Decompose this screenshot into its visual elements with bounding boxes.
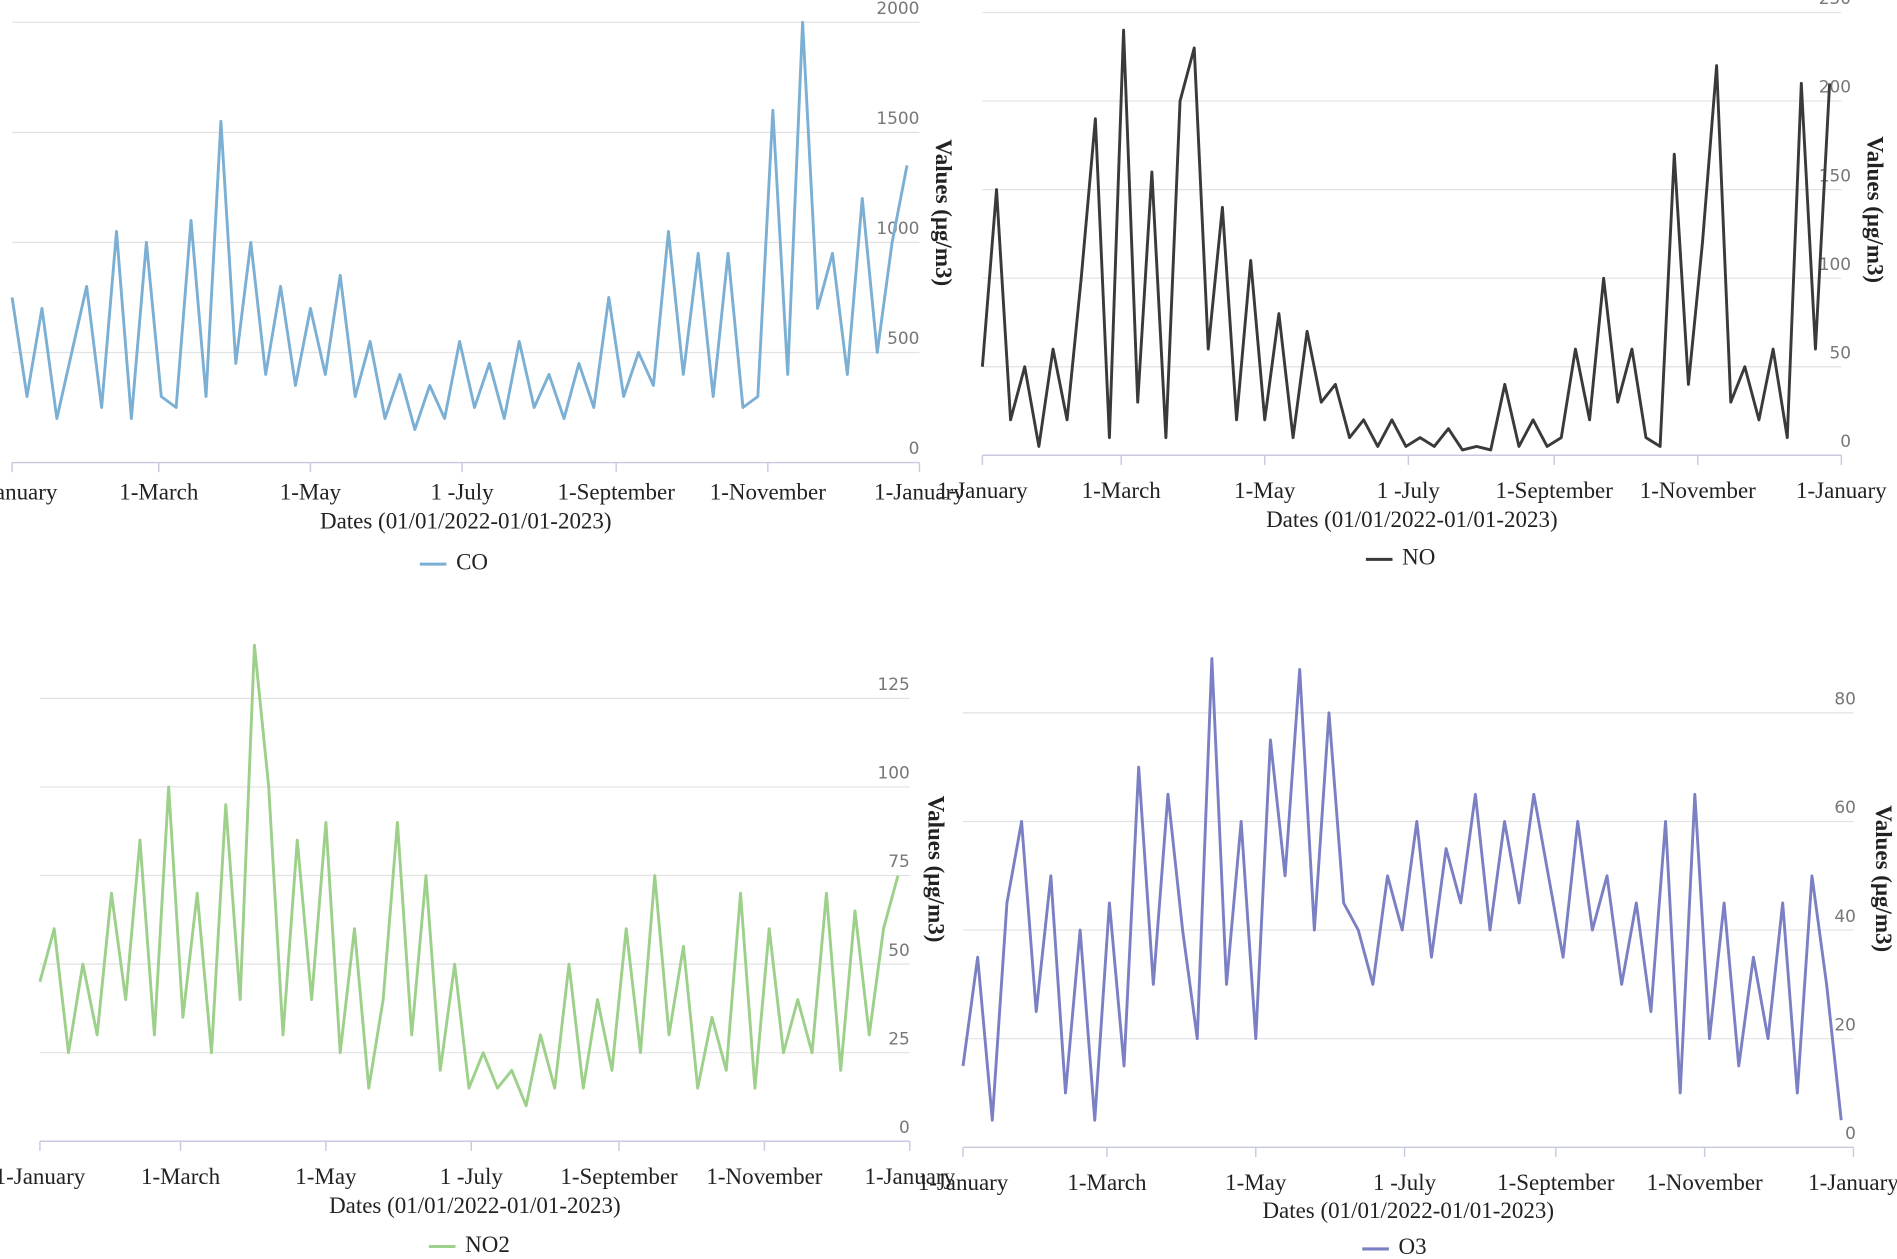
x-tick-label: 1-May xyxy=(1234,478,1296,503)
y-tick-label: 1500 xyxy=(876,108,919,128)
x-tick-label: 1-September xyxy=(560,1164,678,1189)
x-tick-label: 1-January xyxy=(864,1164,955,1189)
x-tick-label: 1-November xyxy=(1647,1170,1763,1195)
x-tick-label: 1-September xyxy=(1496,478,1614,503)
x-axis-label: Dates (01/01/2022-01/01-2023) xyxy=(320,508,612,533)
y-tick-label: 150 xyxy=(1819,165,1851,185)
x-tick-label: 1-March xyxy=(141,1164,221,1189)
y-tick-label: 20 xyxy=(1834,1014,1856,1034)
y-tick-label: 0 xyxy=(1840,431,1851,451)
x-tick-label: 1-March xyxy=(119,479,199,504)
y-tick-label: 60 xyxy=(1834,797,1856,817)
x-tick-label: 1-May xyxy=(280,479,342,504)
x-tick-label: 1-March xyxy=(1067,1170,1147,1195)
y-tick-label: 2000 xyxy=(876,0,919,18)
y-axis-label: Values (μg/m3) xyxy=(1863,136,1888,283)
y-tick-label: 50 xyxy=(1829,342,1851,362)
legend-label: O3 xyxy=(1399,1234,1427,1259)
x-tick-label: 1 -July xyxy=(430,479,494,504)
y-tick-label: 100 xyxy=(1819,254,1851,274)
data-line xyxy=(10,20,909,431)
x-tick-label: 1-January xyxy=(918,1170,1009,1195)
x-tick-label: 1-March xyxy=(1082,478,1162,503)
x-tick-label: 1-May xyxy=(295,1164,357,1189)
y-tick-label: 75 xyxy=(888,851,910,871)
x-tick-label: 1-January xyxy=(874,479,965,504)
y-tick-label: 125 xyxy=(877,674,909,694)
x-tick-label: 1 -July xyxy=(1373,1170,1437,1195)
x-axis-label: Dates (01/01/2022-01/01-2023) xyxy=(1266,507,1558,532)
y-tick-label: 50 xyxy=(888,940,910,960)
y-tick-label: 100 xyxy=(877,763,909,783)
x-tick-label: 1 -July xyxy=(1377,478,1441,503)
y-tick-label: 0 xyxy=(1845,1123,1856,1143)
y-tick-label: 0 xyxy=(909,438,920,458)
x-tick-label: 1-September xyxy=(1497,1170,1615,1195)
y-tick-label: 250 xyxy=(1819,0,1851,8)
y-tick-label: 40 xyxy=(1834,906,1856,926)
x-tick-label: 1-January xyxy=(1796,478,1887,503)
x-tick-label: 1-May xyxy=(1225,1170,1287,1195)
x-tick-label: 1-January xyxy=(0,479,58,504)
x-tick-label: 1-January xyxy=(1808,1170,1897,1195)
data-line xyxy=(38,643,900,1108)
y-tick-label: 25 xyxy=(888,1028,910,1048)
y-tick-label: 500 xyxy=(887,328,919,348)
data-line xyxy=(980,28,1832,452)
x-tick-label: 1-January xyxy=(0,1164,86,1189)
y-axis-label: Values (μg/m3) xyxy=(1871,805,1896,952)
x-tick-label: 1-January xyxy=(937,478,1028,503)
x-tick-label: 1-September xyxy=(558,479,676,504)
y-axis-label: Values (μg/m3) xyxy=(924,796,949,943)
y-tick-label: 0 xyxy=(899,1117,910,1137)
legend-label: NO2 xyxy=(465,1232,510,1257)
y-tick-label: 1000 xyxy=(876,218,919,238)
y-tick-label: 80 xyxy=(1834,689,1856,709)
x-tick-label: 1 -July xyxy=(440,1164,504,1189)
legend-label: CO xyxy=(456,549,488,574)
data-line xyxy=(961,657,1843,1122)
y-tick-label: 200 xyxy=(1819,77,1851,97)
x-tick-label: 1-November xyxy=(710,479,826,504)
x-axis-label: Dates (01/01/2022-01/01-2023) xyxy=(329,1193,621,1218)
x-tick-label: 1-November xyxy=(706,1164,822,1189)
y-axis-label: Values (μg/m3) xyxy=(931,139,956,286)
x-tick-label: 1-November xyxy=(1640,478,1756,503)
legend-label: NO xyxy=(1402,545,1435,570)
x-axis-label: Dates (01/01/2022-01/01-2023) xyxy=(1262,1198,1554,1223)
